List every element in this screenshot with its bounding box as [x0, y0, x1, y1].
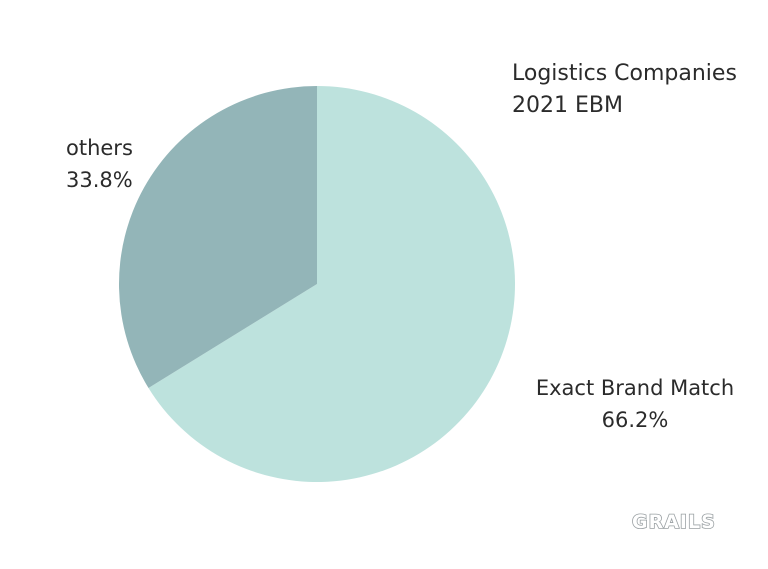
pie-slice-others: [118, 86, 317, 388]
chart-title-line-1: Logistics Companies: [512, 61, 737, 86]
pie-slices: [118, 86, 515, 482]
slice-label-others-value: 33.8%: [66, 168, 133, 192]
pie-slice-exact-brand-match: [148, 86, 515, 482]
chart-title: Logistics Companies 2021 EBM: [512, 58, 737, 122]
slice-label-exact-brand-match-value: 66.2%: [601, 408, 669, 432]
slice-label-exact-brand-match: Exact Brand Match 66.2%: [530, 372, 740, 436]
chart-title-line-2: 2021 EBM: [512, 93, 623, 118]
grails-logo: GRAILS: [631, 510, 716, 534]
grails-logo-text: GRAILS: [632, 511, 716, 533]
slice-label-others-name: others: [66, 136, 133, 160]
slice-label-others: others 33.8%: [66, 132, 133, 196]
slice-label-exact-brand-match-name: Exact Brand Match: [535, 376, 735, 400]
